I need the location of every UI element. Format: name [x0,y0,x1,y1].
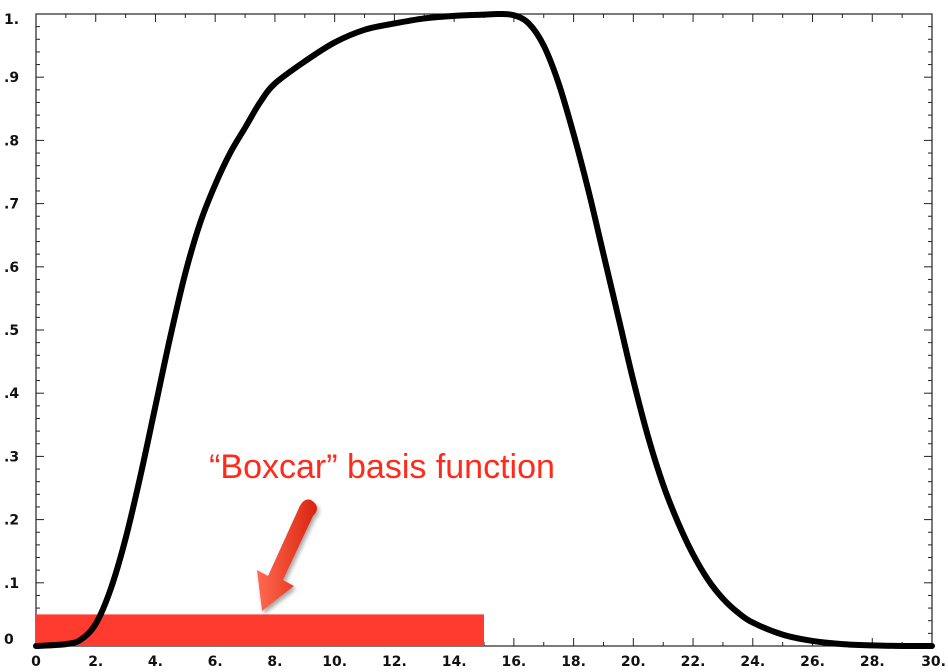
y-tick-label: .5 [4,323,19,339]
y-axis-tick-labels: 0 .1 .2 .3 .4 .5 .6 .7 .8 .9 1. [4,12,19,648]
annotation-arrow-icon [257,499,318,611]
x-tick-label: 28. [860,654,885,670]
x-tick-label: 26. [800,654,825,670]
axis-ticks [35,13,933,647]
x-tick-label: 24. [740,654,765,670]
y-tick-label: 1. [4,12,19,28]
x-tick-label: 22. [681,654,706,670]
y-tick-label: .7 [4,197,19,213]
x-tick-label: 12. [382,654,407,670]
x-tick-label: 4. [148,654,163,670]
y-tick-label: 0 [4,632,14,648]
x-tick-label: 2. [88,654,103,670]
y-tick-label: .2 [4,513,19,529]
x-tick-label: 18. [561,654,586,670]
x-tick-label: 10. [322,654,347,670]
y-tick-label: .6 [4,260,19,276]
series-curve-line [33,10,935,650]
y-tick-label: .3 [4,449,19,465]
x-tick-label: 14. [442,654,467,670]
x-tick-label: 16. [501,654,526,670]
x-tick-label: 20. [621,654,646,670]
boxcar-bar [36,614,484,646]
y-tick-label: .4 [4,386,19,402]
x-tick-label: 8. [267,654,282,670]
annotation-text: “Boxcar” basis function [209,448,555,486]
x-axis-tick-labels: 0 2. 4. 6. 8. 10. 12. 14. 16. 18. 20. 22. 24. 26. 28. 3… [31,654,946,670]
y-tick-label: .9 [4,70,19,86]
y-tick-label: .8 [4,133,19,149]
x-tick-label: 30. [921,654,946,670]
x-tick-label: 0 [31,654,41,670]
y-tick-label: .1 [4,576,19,592]
x-tick-label: 6. [208,654,223,670]
